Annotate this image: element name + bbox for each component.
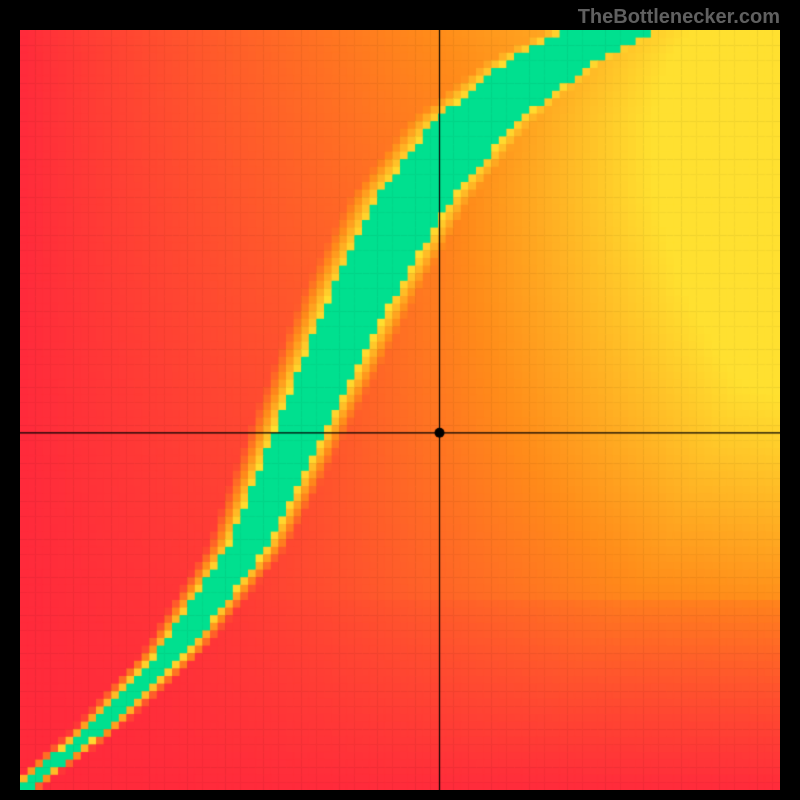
heatmap-canvas <box>20 30 780 790</box>
chart-container: TheBottlenecker.com <box>0 0 800 800</box>
watermark-text: TheBottlenecker.com <box>578 6 780 29</box>
